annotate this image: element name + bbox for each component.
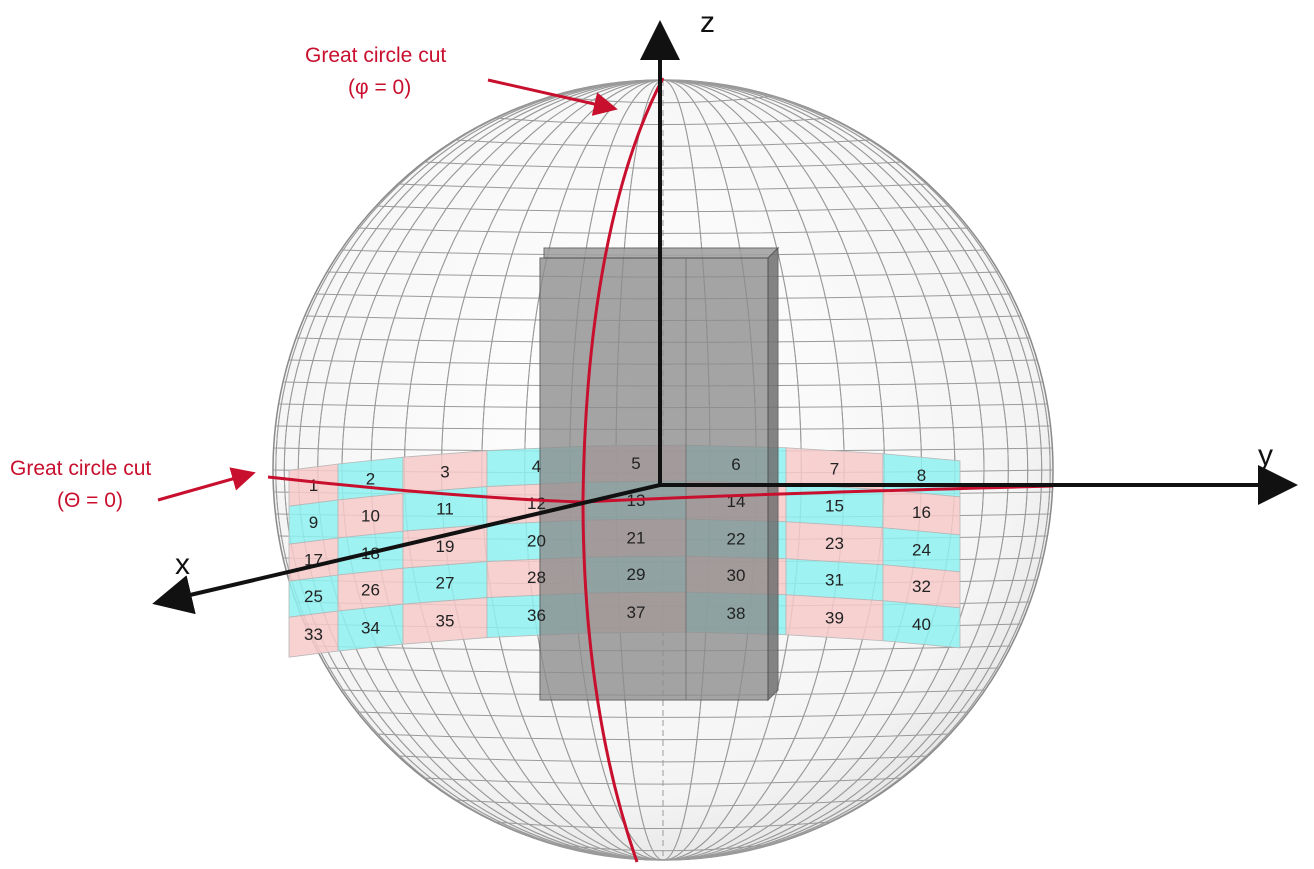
latitude-line [495,821,831,830]
cell-patch [882,600,961,649]
phi-cut-pointer-arrow [487,78,618,116]
x-axis [152,483,661,615]
cell-number-label: 26 [361,580,380,599]
theta-cut-label-line2: (Θ = 0) [57,489,123,512]
cell-number-label: 10 [361,506,380,525]
cell-number-label: 28 [527,568,546,587]
latitude-line [423,161,903,169]
cell-number-label: 32 [912,577,931,596]
cell-number-label: 30 [727,566,746,585]
phi-cut-annotation: Great circle cut (φ = 0) [305,44,618,116]
cell-number-label: 12 [527,494,546,513]
cell-number-label: 40 [912,615,931,634]
cell-number-label: 25 [304,587,323,606]
y-axis-label: y [1258,439,1273,472]
cell-number-label: 36 [527,606,546,625]
cell-number-label: 29 [627,565,646,584]
cell-number-label: 39 [825,608,844,627]
theta-cut-pointer-arrow [157,467,256,502]
x-axis-label: x [175,548,190,581]
latitude-line [375,733,951,741]
latitude-line [357,711,969,718]
cell-number-label: 16 [912,503,931,522]
cell-number-label: 20 [527,531,546,550]
cell-number-label: 15 [825,496,844,515]
cell-number-label: 21 [627,529,646,548]
cell-number-label: 7 [830,459,839,478]
cell-number-label: 4 [532,457,541,476]
cell-number-label: 24 [912,541,931,560]
cell-number-label: 38 [727,604,746,623]
cell-number-label: 2 [366,469,375,488]
cell-number-label: 6 [731,455,740,474]
cell-number-label: 37 [627,603,646,622]
phi-cut-label-line1: Great circle cut [305,44,446,67]
cell-number-label: 9 [309,513,318,532]
cell-number-label: 27 [436,574,455,593]
theta-cut-annotation: Great circle cut (Θ = 0) [10,457,256,512]
cell-number-label: 11 [436,500,454,519]
cell-number-label: 19 [436,537,455,556]
cell-number-label: 3 [440,463,449,482]
cell-number-label: 1 [309,476,318,495]
cell-number-label: 22 [727,530,746,549]
cell-number-label: 5 [631,454,640,473]
cell-number-label: 34 [361,618,380,637]
theta-cut-label-line1: Great circle cut [10,457,151,480]
cell-number-label: 35 [436,612,455,631]
z-axis-label: z [700,6,715,39]
cell-number-label: 23 [825,534,844,553]
phi-great-circle-cut [581,77,665,863]
cell-number-label: 33 [304,625,323,644]
cell-number-label: 8 [917,466,926,485]
phi-cut-label-line2: (φ = 0) [348,76,411,99]
cell-number-label: 31 [825,570,844,589]
latitude-line [397,183,929,191]
latitude-line [455,139,871,147]
